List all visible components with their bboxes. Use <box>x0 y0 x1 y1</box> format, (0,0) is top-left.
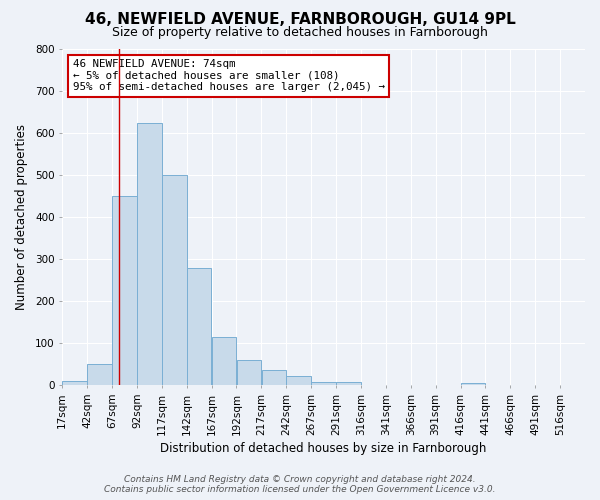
Bar <box>162 175 187 386</box>
Bar <box>187 268 211 386</box>
X-axis label: Distribution of detached houses by size in Farnborough: Distribution of detached houses by size … <box>160 442 487 455</box>
Text: 46 NEWFIELD AVENUE: 74sqm
← 5% of detached houses are smaller (108)
95% of semi-: 46 NEWFIELD AVENUE: 74sqm ← 5% of detach… <box>73 59 385 92</box>
Bar <box>212 337 236 386</box>
Y-axis label: Number of detached properties: Number of detached properties <box>15 124 28 310</box>
Bar <box>112 196 137 386</box>
Bar <box>87 364 112 386</box>
Bar <box>137 122 161 386</box>
Bar <box>262 370 286 386</box>
Bar <box>311 382 336 386</box>
Bar <box>336 382 361 386</box>
Bar <box>236 360 261 386</box>
Bar <box>461 383 485 386</box>
Text: 46, NEWFIELD AVENUE, FARNBOROUGH, GU14 9PL: 46, NEWFIELD AVENUE, FARNBOROUGH, GU14 9… <box>85 12 515 28</box>
Text: Size of property relative to detached houses in Farnborough: Size of property relative to detached ho… <box>112 26 488 39</box>
Bar <box>286 376 311 386</box>
Text: Contains HM Land Registry data © Crown copyright and database right 2024.
Contai: Contains HM Land Registry data © Crown c… <box>104 474 496 494</box>
Bar <box>62 381 87 386</box>
